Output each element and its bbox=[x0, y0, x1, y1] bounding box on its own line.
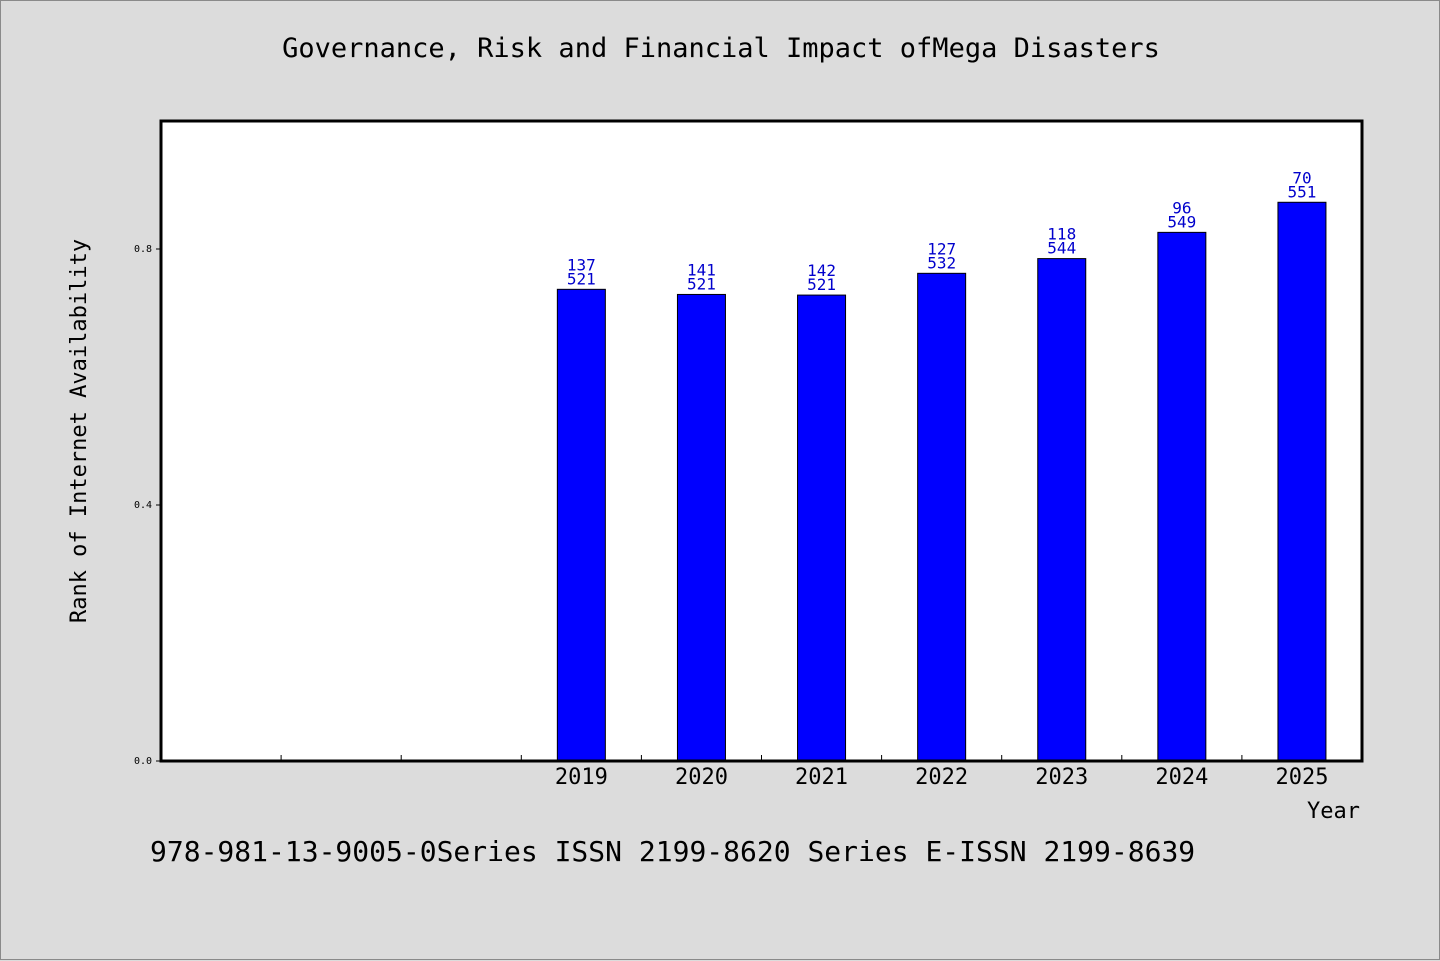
bar-label-bottom: 521 bbox=[567, 269, 596, 288]
bar bbox=[1277, 201, 1327, 762]
bar bbox=[676, 293, 726, 762]
plot-frame bbox=[159, 119, 1364, 763]
x-axis-label: Year bbox=[1307, 799, 1360, 824]
bar-label-top: 118 bbox=[1047, 225, 1076, 244]
footer-isbn-text: 978-981-13-9005-0Series ISSN 2199-8620 S… bbox=[150, 835, 1196, 868]
chart-title: Governance, Risk and Financial Impact of… bbox=[282, 33, 1160, 64]
x-tick-label: 2020 bbox=[675, 765, 728, 790]
y-tick-label: 0.0 bbox=[134, 756, 152, 767]
bar-label-bottom: 551 bbox=[1287, 182, 1316, 201]
bar-label-top: 70 bbox=[1292, 168, 1311, 187]
bar-label-top: 96 bbox=[1172, 198, 1191, 217]
y-tick-label: 0.8 bbox=[134, 244, 152, 255]
bar-label-bottom: 544 bbox=[1047, 239, 1076, 258]
x-tick-label: 2023 bbox=[1035, 765, 1088, 790]
bar bbox=[1157, 231, 1207, 762]
bar-label-bottom: 549 bbox=[1167, 212, 1196, 231]
x-tick-label: 2019 bbox=[555, 765, 608, 790]
bar-label-top: 142 bbox=[807, 261, 836, 280]
bar bbox=[556, 288, 606, 762]
bar-label-bottom: 532 bbox=[927, 253, 956, 272]
bar-label-top: 141 bbox=[687, 260, 716, 279]
x-tick-label: 2021 bbox=[795, 765, 848, 790]
bar-label-top: 137 bbox=[567, 255, 596, 274]
bar-label-bottom: 521 bbox=[807, 275, 836, 294]
y-tick-label: 0.4 bbox=[134, 500, 152, 511]
bar bbox=[797, 294, 847, 762]
y-axis-label: Rank of Internet Availability bbox=[67, 239, 92, 623]
x-tick-label: 2025 bbox=[1275, 765, 1328, 790]
bar bbox=[1037, 258, 1087, 762]
bar-label-top: 127 bbox=[927, 239, 956, 258]
bar bbox=[917, 272, 967, 762]
bar-label-bottom: 521 bbox=[687, 274, 716, 293]
x-tick-label: 2022 bbox=[915, 765, 968, 790]
x-tick-label: 2024 bbox=[1155, 765, 1208, 790]
